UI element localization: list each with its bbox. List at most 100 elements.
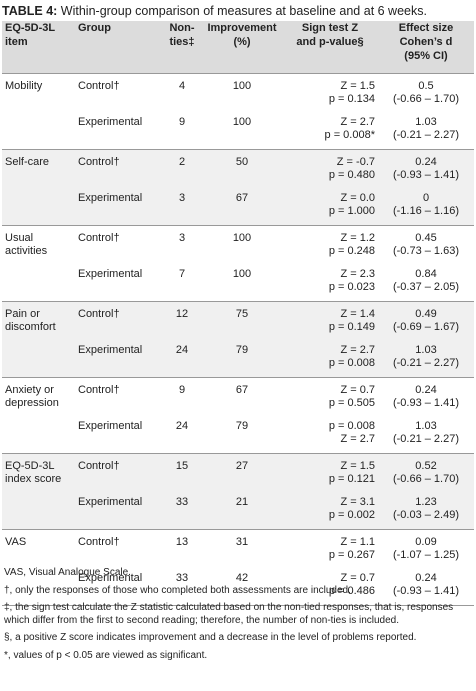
table-row: Self-care Control† 2 50 Z = -0.7 p = 0.48…	[2, 149, 474, 187]
group-cell: Control†	[78, 459, 120, 472]
group-cell: Control†	[78, 535, 120, 548]
group-cell: Experimental	[78, 344, 143, 356]
group-cell: Control†	[78, 231, 120, 244]
effect-size-cell: 1.03 (-0.21 – 2.27)	[392, 344, 460, 369]
table-row: Experimental 33 21 Z = 3.1 p = 0.002 1.23…	[2, 491, 474, 529]
group-cell: Control†	[78, 79, 120, 92]
sign-test-cell: Z = 0.7 p = 0.486	[328, 572, 375, 597]
nonties-cell: 13	[175, 535, 189, 548]
footnote: †, only the responses of those who compl…	[4, 584, 351, 596]
row-group-index-score: EQ-5D-3L index score Control† 15 27 Z = 1…	[2, 453, 474, 529]
effect-size-cell: 0.5 (-0.66 – 1.70)	[392, 79, 460, 105]
row-group-vas: VAS Control† 13 31 Z = 1.1 p = 0.267 0.09…	[2, 529, 474, 605]
sign-test-cell: Z = 1.5 p = 0.121	[328, 459, 375, 485]
nonties-cell: 3	[178, 192, 186, 204]
table-row: VAS Control† 13 31 Z = 1.1 p = 0.267 0.09…	[2, 529, 474, 567]
table-row: Anxiety or depression Control† 9 67 Z = 0…	[2, 377, 474, 415]
header-row: EQ-5D-3L item Group Non-ties‡ Improvement…	[2, 21, 474, 73]
improvement-cell: 100	[232, 116, 252, 128]
sign-test-cell: Z = 1.2 p = 0.248	[328, 231, 375, 257]
sign-test-cell: Z = 1.1 p = 0.267	[328, 535, 375, 561]
item-label: Usual activities	[5, 231, 48, 257]
table-row: Experimental 9 100 Z = 2.7 p = 0.008* 1.0…	[2, 111, 474, 149]
improvement-cell: 31	[235, 535, 249, 548]
nonties-cell: 4	[178, 79, 186, 92]
table-row: Mobility Control† 4 100 Z = 1.5 p = 0.134…	[2, 73, 474, 111]
improvement-cell: 50	[235, 155, 249, 168]
effect-size-cell: 0.09 (-1.07 – 1.25)	[392, 535, 460, 561]
table-row: Experimental 7 100 Z = 2.3 p = 0.023 0.84…	[2, 263, 474, 301]
improvement-cell: 79	[235, 420, 249, 432]
effect-size-cell: 1.23 (-0.03 – 2.49)	[392, 496, 460, 521]
effect-size-cell: 0.49 (-0.69 – 1.67)	[392, 307, 460, 333]
effect-size-cell: 0 (-1.16 – 1.16)	[392, 192, 460, 217]
improvement-cell: 42	[235, 572, 249, 584]
footnote: §, a positive Z score indicates improvem…	[4, 632, 417, 643]
improvement-cell: 100	[232, 231, 252, 244]
table-row: Experimental 3 67 Z = 0.0 p = 1.000 0 (-1.…	[2, 187, 474, 225]
table-number: TABLE 4:	[2, 4, 58, 18]
nonties-cell: 24	[175, 420, 189, 432]
header-nonties: Non-ties‡	[169, 22, 195, 48]
effect-size-cell: 0.84 (-0.37 – 2.05)	[392, 268, 460, 293]
group-cell: Experimental	[78, 268, 143, 280]
effect-size-cell: 0.24 (-0.93 – 1.41)	[392, 572, 460, 597]
nonties-cell: 7	[178, 268, 186, 280]
table-row: Usual activities Control† 3 100 Z = 1.2 p …	[2, 225, 474, 263]
table-caption: TABLE 4: Within-group comparison of meas…	[2, 2, 474, 20]
item-label: Mobility	[5, 79, 43, 92]
effect-size-cell: 1.03 (-0.21 – 2.27)	[392, 420, 460, 445]
table-row: Pain or discomfort Control† 12 75 Z = 1.4…	[2, 301, 474, 339]
group-cell: Control†	[78, 383, 120, 396]
table-row: Experimental 24 79 Z = 2.7 p = 0.008 1.03…	[2, 339, 474, 377]
group-cell: Control†	[78, 155, 120, 168]
effect-size-cell: 1.03 (-0.21 – 2.27)	[392, 116, 460, 141]
nonties-cell: 33	[175, 496, 189, 508]
effect-size-cell: 0.45 (-0.73 – 1.63)	[392, 231, 460, 257]
nonties-cell: 33	[175, 572, 189, 584]
improvement-cell: 21	[235, 496, 249, 508]
nonties-cell: 24	[175, 344, 189, 356]
row-group-anxiety: Anxiety or depression Control† 9 67 Z = 0…	[2, 377, 474, 453]
footnote: VAS, Visual Analogue Scale.	[4, 567, 131, 578]
item-label: EQ-5D-3L index score	[5, 459, 62, 485]
sign-test-cell: Z = 3.1 p = 0.002	[328, 496, 375, 521]
table-title: Within-group comparison of measures at b…	[57, 4, 427, 18]
nonties-cell: 3	[178, 231, 186, 244]
table-row: Experimental 24 79 p = 0.008 Z = 2.7 1.03…	[2, 415, 474, 453]
row-group-usual-activities: Usual activities Control† 3 100 Z = 1.2 p …	[2, 225, 474, 301]
footnote: ‡, the sign test calculate the Z statist…	[4, 602, 454, 626]
improvement-cell: 75	[235, 307, 249, 320]
improvement-cell: 79	[235, 344, 249, 356]
sign-test-cell: Z = 0.7 p = 0.505	[328, 383, 375, 409]
item-label: Anxiety or depression	[5, 383, 59, 409]
comparison-table: EQ-5D-3L item Group Non-ties‡ Improvement…	[2, 21, 474, 606]
nonties-cell: 2	[178, 155, 186, 168]
item-label: Self-care	[5, 155, 50, 168]
nonties-cell: 9	[178, 116, 186, 128]
footnote: *, values of p < 0.05 are viewed as sign…	[4, 649, 208, 661]
effect-size-cell: 0.24 (-0.93 – 1.41)	[392, 383, 460, 409]
header-group: Group	[78, 22, 111, 34]
sign-test-cell: Z = 2.7 p = 0.008*	[324, 116, 375, 141]
sign-test-cell: Z = -0.7 p = 0.480	[328, 155, 375, 181]
improvement-cell: 100	[232, 79, 252, 92]
group-cell: Experimental	[78, 496, 143, 508]
row-group-pain: Pain or discomfort Control† 12 75 Z = 1.4…	[2, 301, 474, 377]
improvement-cell: 67	[235, 192, 249, 204]
row-group-self-care: Self-care Control† 2 50 Z = -0.7 p = 0.48…	[2, 149, 474, 225]
table-footnotes: VAS, Visual Analogue Scale. †, only the …	[4, 567, 472, 667]
sign-test-cell: Z = 0.0 p = 1.000	[328, 192, 375, 217]
group-cell: Experimental	[78, 116, 143, 128]
header-effect-size: Effect size Cohen’s d (95% CI)	[398, 22, 454, 62]
effect-size-cell: 0.24 (-0.93 – 1.41)	[392, 155, 460, 181]
group-cell: Experimental	[78, 572, 143, 584]
nonties-cell: 12	[175, 307, 189, 320]
group-cell: Experimental	[78, 192, 143, 204]
item-label: VAS	[5, 535, 27, 548]
improvement-cell: 67	[235, 383, 249, 396]
row-group-mobility: Mobility Control† 4 100 Z = 1.5 p = 0.134…	[2, 73, 474, 149]
nonties-cell: 9	[178, 383, 186, 396]
table-row: EQ-5D-3L index score Control† 15 27 Z = 1…	[2, 453, 474, 491]
